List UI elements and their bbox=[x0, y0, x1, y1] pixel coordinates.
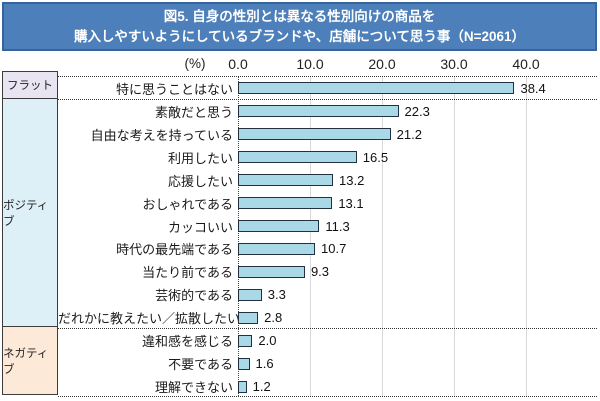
bar-label: 違和感を感じる bbox=[141, 334, 233, 350]
x-axis-tick: 40.0 bbox=[512, 56, 540, 72]
bar-label: 不要である bbox=[168, 357, 233, 373]
x-axis-unit-label: (%) bbox=[184, 56, 206, 71]
bar bbox=[238, 311, 259, 324]
bar-value: 11.3 bbox=[325, 218, 350, 234]
x-axis-tick: 10.0 bbox=[296, 56, 324, 72]
bar-row: 応援したい 13.2 bbox=[58, 169, 597, 192]
bar bbox=[238, 242, 316, 255]
bar-label: 理解できない bbox=[154, 380, 233, 396]
gridline bbox=[382, 77, 383, 396]
bar-value: 9.3 bbox=[310, 264, 330, 280]
bar bbox=[238, 288, 262, 301]
bar-value: 3.3 bbox=[267, 287, 286, 303]
bar-row: 特に思うことはない 38.4 bbox=[58, 77, 597, 100]
bar-row: カッコいい 11.3 bbox=[58, 215, 597, 238]
bar bbox=[238, 265, 305, 278]
bar-value: 2.8 bbox=[264, 310, 283, 326]
bar-value: 1.2 bbox=[252, 379, 271, 395]
bar bbox=[238, 105, 399, 118]
bar bbox=[238, 82, 515, 95]
bar-label: 自由な考えを持っている bbox=[90, 127, 233, 143]
bar-label: 素敵だと思う bbox=[154, 104, 233, 120]
gridline bbox=[310, 77, 311, 396]
section-separator bbox=[58, 328, 597, 330]
bar-label: 時代の最先端である bbox=[116, 242, 233, 258]
bar-row: 利用したい 16.5 bbox=[58, 146, 597, 169]
category-cell-2: ネガティブ bbox=[2, 326, 58, 395]
bar-row: 芸術的である 3.3 bbox=[58, 283, 597, 306]
bar bbox=[238, 357, 250, 370]
bar-row: 時代の最先端である 10.7 bbox=[58, 238, 597, 261]
bar bbox=[238, 128, 391, 141]
bar-label: 当たり前である bbox=[142, 265, 233, 281]
bar-value: 21.2 bbox=[396, 126, 422, 142]
bar-value: 22.3 bbox=[404, 103, 430, 119]
x-axis: (%) 0.0 10.0 20.0 30.0 40.0 bbox=[0, 56, 600, 74]
category-column: フラット ポジティブ ネガティブ bbox=[2, 71, 58, 395]
bar-label: だれかに教えたい／拡散したい bbox=[58, 311, 241, 327]
x-axis-tick: 20.0 bbox=[368, 56, 396, 72]
gridline bbox=[454, 77, 455, 396]
bar-row: 理解できない 1.2 bbox=[58, 375, 597, 398]
bar-value: 13.2 bbox=[339, 172, 365, 188]
bar-row: 不要である 1.6 bbox=[58, 352, 597, 375]
section-separator bbox=[58, 98, 597, 100]
bar-value: 13.1 bbox=[338, 195, 364, 211]
bar-value: 2.0 bbox=[258, 333, 277, 349]
bar bbox=[238, 380, 247, 393]
bar bbox=[238, 151, 357, 164]
bar-row: 当たり前である 9.3 bbox=[58, 260, 597, 283]
bar-label: おしゃれである bbox=[142, 196, 233, 212]
bar-row: だれかに教えたい／拡散したい 2.8 bbox=[58, 306, 597, 329]
bar-row: 素敵だと思う 22.3 bbox=[58, 100, 597, 123]
chart-title-line2: 購入しやすいようにしているブランドや、店舗について思う事（N=2061） bbox=[73, 28, 526, 44]
bar-label: 特に思うことはない bbox=[115, 81, 233, 97]
bar bbox=[238, 220, 320, 233]
bar-value: 38.4 bbox=[520, 80, 546, 96]
bar-label: 利用したい bbox=[167, 150, 233, 166]
bar-row: おしゃれである 13.1 bbox=[58, 192, 597, 215]
bar-label: 芸術的である bbox=[155, 288, 233, 304]
x-axis-tick: 0.0 bbox=[228, 56, 248, 72]
bar-label: 応援したい bbox=[167, 173, 233, 189]
bar bbox=[238, 174, 334, 187]
bar-label: カッコいい bbox=[167, 219, 233, 235]
bar-value: 10.7 bbox=[321, 241, 347, 257]
x-axis-tick: 30.0 bbox=[440, 56, 468, 72]
bar-value: 16.5 bbox=[362, 149, 389, 165]
bar bbox=[238, 197, 333, 210]
bar-row: 自由な考えを持っている 21.2 bbox=[58, 123, 597, 146]
chart-title-line1: 図5. 自身の性別とは異なる性別向けの商品を bbox=[163, 8, 436, 24]
chart-title: 図5. 自身の性別とは異なる性別向けの商品を 購入しやすいようにしているブランド… bbox=[2, 2, 597, 51]
category-cell-1: ポジティブ bbox=[2, 97, 58, 328]
bar-row: 違和感を感じる 2.0 bbox=[58, 329, 597, 352]
gridline bbox=[526, 77, 527, 396]
zero-axis-line bbox=[238, 77, 239, 396]
bar bbox=[238, 334, 253, 347]
plot-area: 特に思うことはない 38.4 素敵だと思う 22.3 自由な考えを持っている 21.2 利用… bbox=[58, 76, 597, 397]
bar-value: 1.6 bbox=[255, 356, 274, 372]
category-cell-0: フラット bbox=[2, 71, 58, 99]
